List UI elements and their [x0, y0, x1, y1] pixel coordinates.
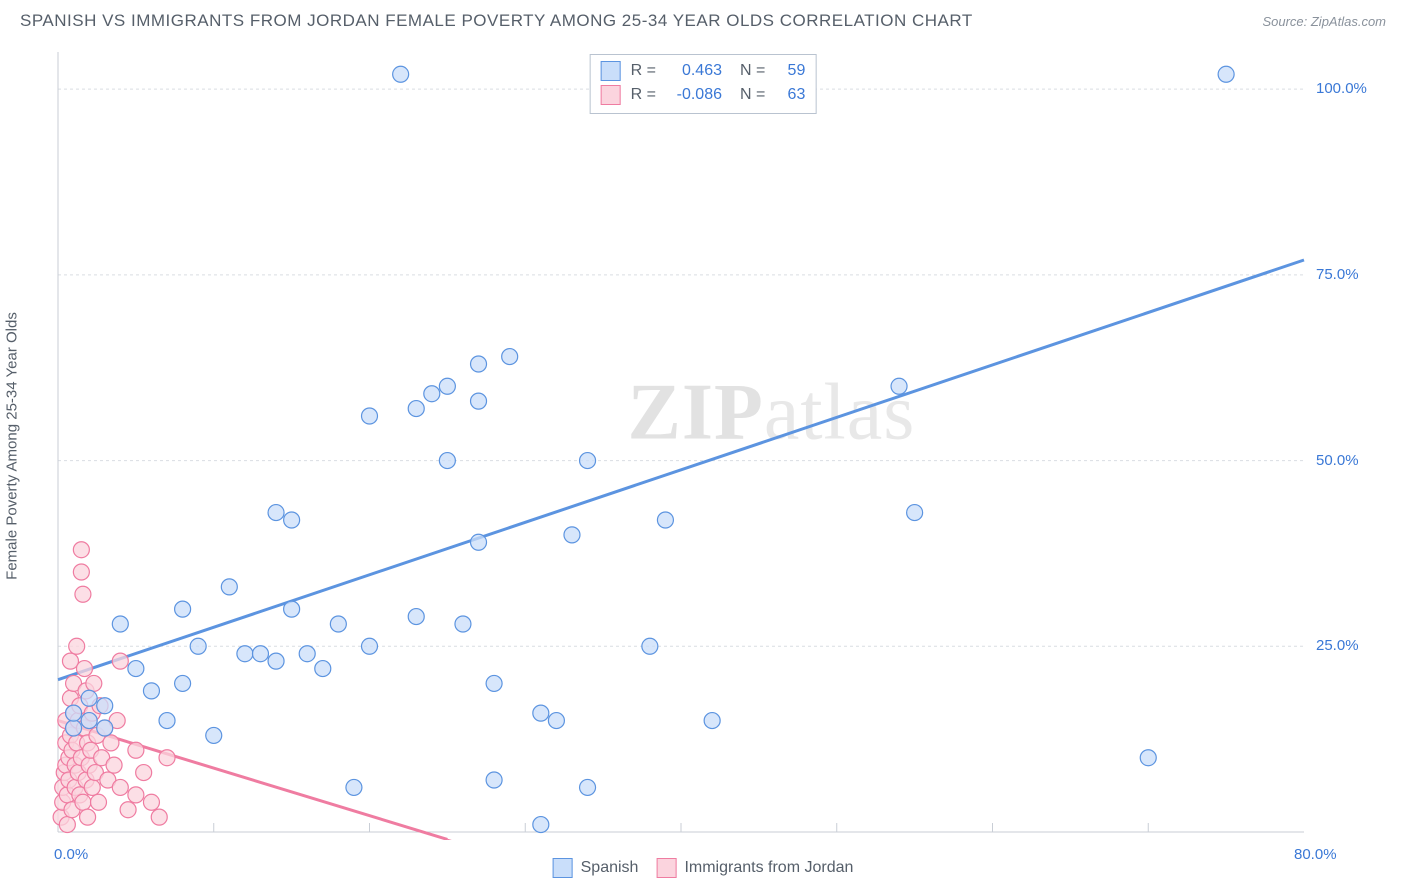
x-axis-end-label: 80.0%	[1294, 846, 1337, 863]
y-tick-label: 50.0%	[1316, 452, 1359, 469]
y-tick-label: 100.0%	[1316, 80, 1367, 97]
legend-swatch	[601, 61, 621, 81]
legend-item: Immigrants from Jordan	[656, 858, 853, 878]
scatter-chart	[50, 50, 1386, 840]
y-tick-label: 25.0%	[1316, 637, 1359, 654]
legend-swatch	[601, 85, 621, 105]
correlation-legend: R =0.463N =59R =-0.086N =63	[590, 54, 817, 114]
legend-swatch	[553, 858, 573, 878]
x-axis-origin-label: 0.0%	[54, 846, 88, 863]
legend-label: Immigrants from Jordan	[684, 859, 853, 877]
series-legend: Spanish Immigrants from Jordan	[553, 858, 854, 878]
y-axis-label: Female Poverty Among 25-34 Year Olds	[4, 312, 21, 580]
y-tick-label: 75.0%	[1316, 266, 1359, 283]
chart-title: SPANISH VS IMMIGRANTS FROM JORDAN FEMALE…	[20, 11, 973, 31]
legend-item: Spanish	[553, 858, 639, 878]
legend-swatch	[656, 858, 676, 878]
legend-row: R =0.463N =59	[601, 59, 806, 83]
legend-row: R =-0.086N =63	[601, 83, 806, 107]
source-attribution: Source: ZipAtlas.com	[1262, 14, 1386, 29]
plot-area: ZIPatlas	[50, 50, 1386, 840]
legend-label: Spanish	[581, 859, 639, 877]
